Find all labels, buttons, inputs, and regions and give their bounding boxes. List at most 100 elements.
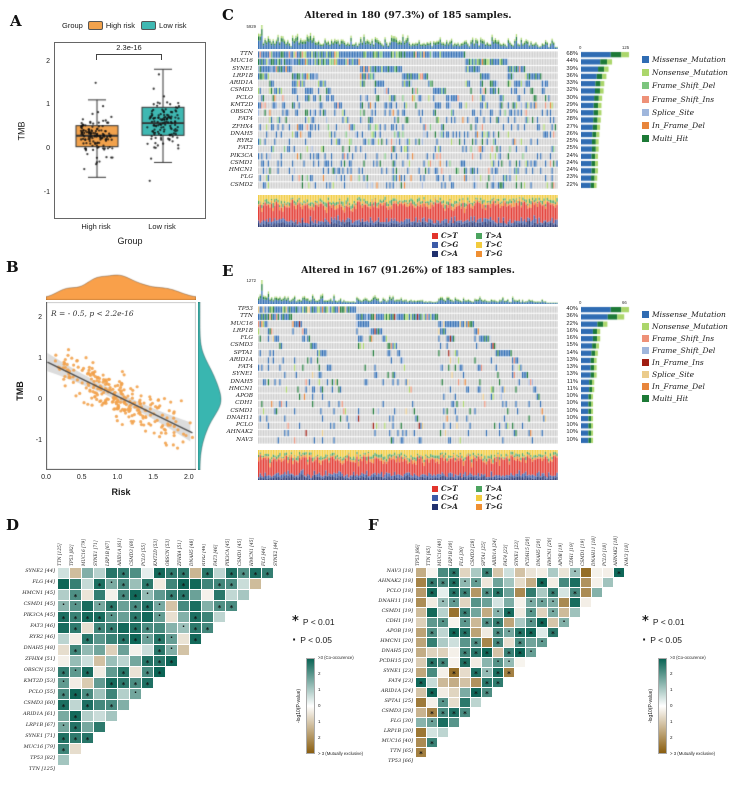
interaction-cell	[166, 579, 177, 589]
spectra-legend-item: T>C	[476, 240, 502, 249]
interaction-cell	[190, 579, 201, 589]
oncoplot-title: Altered in 167 (91.26%) of 183 samples.	[301, 265, 515, 276]
interaction-cell: *	[460, 708, 470, 718]
interaction-cell: *	[482, 618, 492, 628]
interaction-cell: *	[70, 711, 81, 722]
colorbar-top-label: >3 (Co-occurence)	[670, 655, 706, 660]
gene-label: DNAH11	[226, 414, 253, 421]
interaction-cell	[82, 678, 93, 688]
sig-label: P < 0.01	[652, 616, 685, 627]
col-label: LRP1B [67]	[106, 540, 111, 566]
mutation-legend-item: In_Frame_Del	[642, 381, 728, 393]
row-label: SYNE1 [71]	[25, 733, 55, 739]
panel-letter-d: D	[6, 516, 20, 534]
interaction-cell: *	[537, 618, 547, 628]
legend-label: Missense_Mutation	[652, 309, 726, 319]
y-tick-label: 2	[38, 314, 42, 322]
tmb-axis-max-label: 5929	[246, 24, 256, 29]
sig-legend-p001: * P < 0.01	[642, 614, 685, 629]
interaction-cell: *	[493, 618, 503, 628]
interaction-cell	[471, 698, 481, 707]
colorbar-top-label: >3 (Co-occurence)	[318, 655, 354, 660]
col-label: MUC16 [79]	[82, 539, 87, 566]
correlation-annotation: R = - 0.5, p < 2.2e-16	[51, 309, 134, 318]
spectra-legend: C>T C>G C>A T>A T>C T>G	[432, 231, 502, 258]
y-tick-label: 2	[46, 57, 50, 65]
interaction-cell	[70, 678, 81, 688]
interaction-cell: *	[142, 667, 153, 678]
interaction-cell: ·	[438, 598, 448, 607]
legend-swatch	[642, 395, 649, 403]
colorbar-tick: 2	[318, 735, 321, 740]
asterisk-symbol: *	[292, 614, 299, 629]
legend-item: High risk	[87, 21, 135, 30]
interaction-cell: *	[106, 601, 117, 612]
gene-axis-tick-max: 125	[622, 45, 630, 50]
interaction-cell	[515, 598, 525, 607]
interaction-cell	[449, 698, 459, 707]
interaction-cell	[416, 648, 426, 657]
interaction-cell: *	[70, 590, 81, 601]
interaction-cell: *	[449, 628, 459, 638]
gene-percent: 10%	[566, 400, 578, 407]
y-tick-label: 1	[38, 355, 42, 363]
gene-label-column: TP53 TTN MUC16 LRP1B FLG CSMD3 SPTA1 ARID1A FAT4…	[222, 306, 256, 444]
legend-label: In_Frame_Ins	[652, 357, 704, 367]
interaction-cell	[471, 678, 481, 687]
interaction-cell: *	[106, 623, 117, 634]
legend-swatch	[87, 21, 103, 30]
interaction-cell: *	[106, 678, 117, 689]
spectra-legend-item: C>T	[432, 231, 458, 240]
interaction-cell	[58, 645, 69, 655]
panel-interaction-heatmap-high: D * P < 0.01 · P < 0.05 -log10(P-value) …	[6, 516, 363, 784]
interaction-cell: *	[130, 634, 141, 645]
interaction-cell	[106, 667, 117, 677]
gene-percent-column: 40% 36% 22% 16% 16% 15% 14% 13% 13% 13% 11% 11% 10% 1…	[559, 306, 578, 444]
legend-label: C>A	[441, 249, 458, 258]
interaction-cell: ·	[58, 722, 69, 732]
gene-percent: 22%	[566, 320, 578, 327]
gene-label: MUC16	[230, 320, 253, 327]
interaction-cell: *	[130, 590, 141, 601]
oncoplot-title: Altered in 180 (97.3%) of 185 samples.	[304, 10, 512, 21]
interaction-cell	[416, 618, 426, 627]
interaction-cell	[526, 578, 536, 587]
interaction-cell: *	[130, 601, 141, 612]
interaction-cell	[515, 658, 525, 667]
interaction-cell	[515, 618, 525, 627]
row-label: APOB [19]	[386, 628, 413, 634]
interaction-cell	[94, 678, 105, 688]
y-tick-label: -1	[35, 437, 42, 445]
interaction-cell	[178, 645, 189, 655]
col-label: DNAH5 [20]	[537, 539, 542, 566]
gene-percent: 32%	[566, 87, 578, 94]
legend-swatch	[642, 135, 649, 143]
interaction-cell	[504, 578, 514, 587]
row-label: DNAH5 [48]	[23, 645, 55, 651]
legend-label: In_Frame_Del	[652, 382, 705, 392]
interaction-cell	[460, 688, 470, 697]
interaction-cell	[449, 618, 459, 627]
gene-percent: 33%	[566, 80, 578, 86]
interaction-cell: ·	[526, 648, 536, 657]
gene-axis-tick-max: 66	[622, 300, 627, 305]
legend-swatch	[642, 108, 649, 116]
top-density-canvas	[46, 272, 196, 300]
interaction-cell	[482, 578, 492, 587]
gene-label: LRP1B	[232, 72, 253, 79]
spectra-legend-item: T>C	[476, 493, 502, 502]
col-label: CDH1 [19]	[570, 542, 575, 566]
legend-swatch	[642, 371, 649, 379]
col-label: FLG [44]	[262, 546, 267, 566]
gene-label: TTN	[240, 313, 253, 320]
gene-percent: 29%	[566, 109, 578, 115]
interaction-cell	[82, 645, 93, 655]
interaction-cell	[581, 588, 591, 597]
interaction-cell	[427, 668, 437, 677]
col-label: PCLO [55]	[142, 543, 147, 566]
gene-percent: 36%	[566, 313, 578, 320]
interaction-cell: *	[471, 638, 481, 648]
interaction-cell	[449, 688, 459, 697]
y-tick-label: 1	[46, 101, 50, 109]
interaction-cell	[427, 678, 437, 687]
